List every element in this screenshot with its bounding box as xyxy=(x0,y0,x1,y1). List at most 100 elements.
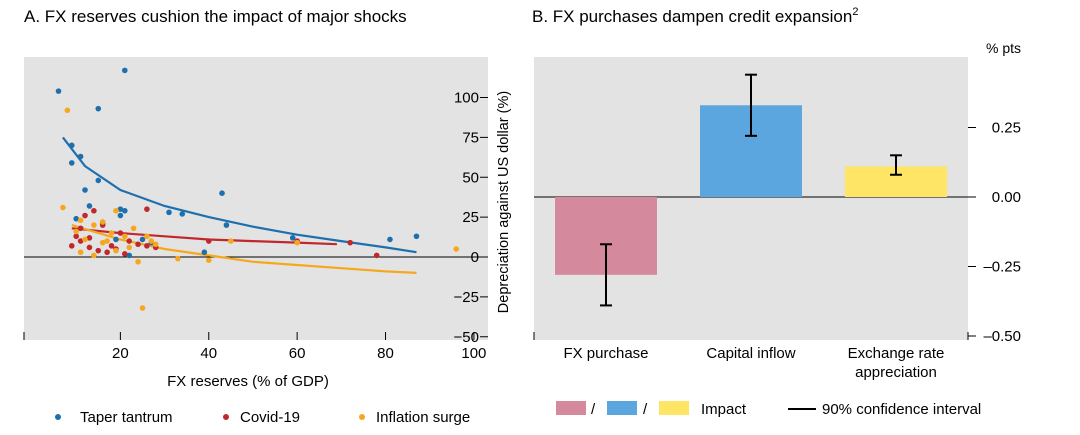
point-covid-19 xyxy=(73,233,79,240)
legend-separator: / xyxy=(643,401,648,418)
panel-b-title-text: B. FX purchases dampen credit expansion xyxy=(532,7,852,26)
point-taper-tantrum xyxy=(139,236,146,243)
point-inflation-surge xyxy=(64,107,71,114)
panel-b-bars xyxy=(555,73,947,307)
point-inflation-surge xyxy=(152,241,159,248)
point-inflation-surge xyxy=(294,239,300,246)
panel-a-y-tick-label: 100 xyxy=(454,90,479,107)
panel-b-title: B. FX purchases dampen credit expansion2 xyxy=(532,6,858,26)
panel-b-y-tick-label: –0.50 xyxy=(983,328,1021,345)
point-taper-tantrum xyxy=(219,190,225,196)
point-taper-tantrum xyxy=(68,160,75,166)
panel-a-x-tick-label: 80 xyxy=(377,345,394,362)
panel-a-y-tick-label: 25 xyxy=(462,209,479,226)
point-taper-tantrum xyxy=(289,235,296,241)
point-taper-tantrum xyxy=(126,252,133,259)
panel-a-legend: Taper tantrum Covid-19 Inflation surge xyxy=(55,409,470,426)
legend-label-inflation-surge: Inflation surge xyxy=(376,409,470,426)
panel-a-x-axis-label: FX reserves (% of GDP) xyxy=(167,373,329,390)
legend-label-covid-19: Covid-19 xyxy=(240,409,300,426)
point-covid-19 xyxy=(135,241,141,248)
point-covid-19 xyxy=(82,212,88,219)
panel-b-x-axis: FX purchase Capital inflow Exchange rate ap… xyxy=(563,345,944,381)
point-inflation-surge xyxy=(130,225,137,232)
point-taper-tantrum xyxy=(166,209,172,216)
panel-a-y-tick-label: 50 xyxy=(462,169,479,186)
panel-b-y-tick-label: 0.00 xyxy=(992,189,1021,206)
point-covid-19 xyxy=(77,225,84,232)
point-inflation-surge xyxy=(175,255,181,262)
point-inflation-surge xyxy=(108,230,115,236)
panel-a-x-tick-label: 100 xyxy=(461,345,486,362)
panel-a-x-tick-label: 20 xyxy=(112,345,129,362)
panel-a-y-tick-label: −50 xyxy=(454,329,479,346)
point-covid-19 xyxy=(126,238,133,244)
legend-impact-label: Impact xyxy=(701,401,747,418)
point-covid-19 xyxy=(205,238,212,244)
point-taper-tantrum xyxy=(113,236,119,243)
panel-b-category-label: FX purchase xyxy=(563,345,648,362)
point-inflation-surge xyxy=(228,238,234,244)
point-covid-19 xyxy=(347,239,353,246)
point-inflation-surge xyxy=(122,233,128,240)
point-taper-tantrum xyxy=(95,105,102,112)
legend-marker-covid-19 xyxy=(223,414,229,420)
panel-b-category-label: Capital inflow xyxy=(706,345,795,362)
point-inflation-surge xyxy=(126,244,133,251)
legend-swatch-capital-inflow xyxy=(607,401,637,415)
legend-swatch-fx-purchase xyxy=(556,401,586,415)
point-covid-19 xyxy=(117,230,124,236)
point-taper-tantrum xyxy=(122,207,128,214)
panel-a-scatter-points xyxy=(55,67,460,311)
point-covid-19 xyxy=(122,251,128,257)
legend-marker-inflation-surge xyxy=(359,414,365,420)
point-inflation-surge xyxy=(82,236,88,243)
point-taper-tantrum xyxy=(413,233,420,240)
point-taper-tantrum xyxy=(86,203,93,209)
point-taper-tantrum xyxy=(122,67,128,74)
panel-b-category-label: appreciation xyxy=(855,364,937,381)
point-taper-tantrum xyxy=(77,153,84,160)
panel-a-plot-area xyxy=(24,57,488,340)
panel-b-y-tick-label: –0.25 xyxy=(983,259,1021,276)
panel-b-y-tick-label: 0.25 xyxy=(992,120,1021,137)
panel-a-x-tick-label: 60 xyxy=(289,345,306,362)
point-inflation-surge xyxy=(77,217,84,224)
trend-line-taper-tantrum xyxy=(62,136,417,254)
point-covid-19 xyxy=(144,243,150,249)
point-taper-tantrum xyxy=(117,212,124,219)
point-taper-tantrum xyxy=(201,249,208,256)
panel-b-title-superscript: 2 xyxy=(852,6,858,18)
point-inflation-surge xyxy=(99,219,106,225)
point-inflation-surge xyxy=(139,305,146,311)
panel-a-y-tick-label: 75 xyxy=(462,129,479,146)
point-taper-tantrum xyxy=(117,206,124,212)
point-covid-19 xyxy=(68,243,75,249)
point-covid-19 xyxy=(86,244,93,251)
legend-label-taper-tantrum: Taper tantrum xyxy=(80,409,173,426)
point-inflation-surge xyxy=(91,252,97,259)
point-inflation-surge xyxy=(113,207,119,214)
point-taper-tantrum xyxy=(82,187,88,193)
panel-b-legend: / / Impact 90% confidence interval xyxy=(556,401,981,418)
legend-separator: / xyxy=(591,401,596,418)
trend-line-inflation-surge xyxy=(71,224,417,274)
point-covid-19 xyxy=(86,235,93,241)
point-taper-tantrum xyxy=(179,211,186,217)
point-inflation-surge xyxy=(73,228,79,235)
panel-a-y-tick-label: −25 xyxy=(454,289,479,306)
point-covid-19 xyxy=(77,238,84,244)
point-inflation-surge xyxy=(77,249,84,256)
point-inflation-surge xyxy=(91,222,97,228)
panel-a-y-axis-label: Depreciation against US dollar (%) xyxy=(496,91,512,313)
point-inflation-surge xyxy=(99,239,106,246)
point-taper-tantrum xyxy=(68,142,75,149)
point-inflation-surge xyxy=(205,257,212,263)
point-taper-tantrum xyxy=(73,215,79,222)
point-inflation-surge xyxy=(104,238,110,244)
point-covid-19 xyxy=(95,247,102,254)
legend-marker-taper-tantrum xyxy=(55,414,61,420)
panel-b-category-label: Exchange rate xyxy=(848,345,945,362)
legend-swatch-exchange-rate-appreciation xyxy=(659,401,689,415)
